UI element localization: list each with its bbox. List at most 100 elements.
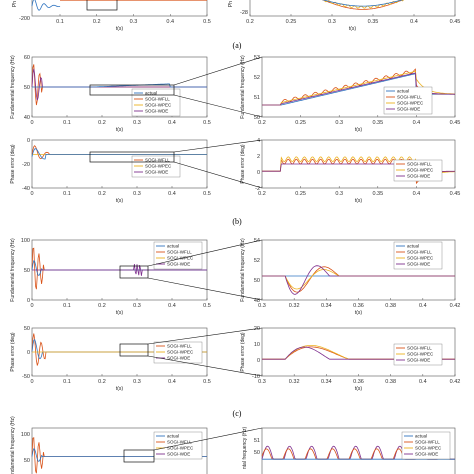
- a-right-series-actual: [322, 0, 404, 7]
- d-left-legend: [153, 431, 203, 460]
- c-freq-left-xtick-label: 0.2: [98, 303, 106, 309]
- d-right-legend-label: SOGI-WDE: [415, 452, 438, 457]
- a-right-frame: [249, 0, 456, 17]
- b-phase-left-xtick-label: 0.1: [63, 191, 71, 197]
- c-freq-right-series-wde: [262, 265, 455, 295]
- b-freq-right-series-wpec: [262, 70, 455, 106]
- b-phase-right-legend-label: SOGI-WDE: [407, 174, 430, 179]
- c-freq-left-xtick-label: 0.1: [63, 303, 71, 309]
- b-phase-left-legend: [131, 155, 181, 178]
- b-phase-left-series-actual: [31, 148, 207, 160]
- a-right-series-wfll: [321, 0, 404, 10]
- a-left-zoom-box: [86, 0, 118, 11]
- a-left-xtick-label: 0.4: [166, 19, 174, 25]
- b-freq-right-ytick-label: 53: [254, 55, 260, 61]
- caption-b: (b): [232, 217, 242, 226]
- c-phase-zoom-connector: [147, 355, 263, 377]
- b-freq-right-xtick-label: 0.3: [335, 120, 343, 126]
- b-freq-left-legend-label: actual: [145, 91, 157, 96]
- a-left-xtick-label: 0.5: [203, 19, 211, 25]
- d-right-legend-label: SOGI-WPEC: [415, 446, 442, 451]
- c-freq-left-ytick-label: 50: [24, 268, 30, 274]
- a-right-ylabel: Ph: [228, 1, 234, 7]
- d-left-ytick-label: 50: [24, 458, 30, 464]
- c-phase-right-ytick-label: 0: [257, 358, 260, 364]
- c-phase-right-xtick-label: 0.3: [258, 379, 266, 385]
- c-freq-right-xtick-label: 0.42: [450, 303, 461, 309]
- c-freq-left-xtick-label: 0.4: [168, 303, 176, 309]
- c-freq-left-xtick-label: 0: [30, 303, 33, 309]
- b-freq-left-legend-label: SOGI-WDE: [145, 109, 168, 114]
- c-freq-left-xtick-label: 0.5: [203, 303, 211, 309]
- c-freq-left-series-wde: [32, 263, 207, 276]
- b-freq-right-xtick-label: 0.4: [413, 120, 421, 126]
- b-freq-right-legend-label: actual: [397, 89, 409, 94]
- a-left-ylabel: Ph: [12, 1, 18, 7]
- a-right-xlabel: t(s): [349, 26, 357, 32]
- b-freq-left-xtick-label: 0.1: [63, 120, 71, 126]
- a-left-xtick-label: 0.2: [93, 19, 101, 25]
- b-phase-left-xtick-label: 0.2: [98, 191, 106, 197]
- d-right-legend: [401, 431, 451, 460]
- b-phase-left-xtick-label: 0.5: [203, 191, 211, 197]
- c-freq-right-legend-label: actual: [407, 244, 419, 249]
- d-left-legend-label: SOGI-WPEC: [167, 446, 194, 451]
- b-phase-right-xtick-label: 0.45: [450, 191, 461, 197]
- b-phase-left-zoom-box: [89, 151, 175, 163]
- c-phase-left-ytick-label: 0: [27, 350, 30, 356]
- a-right-series-wpec: [323, 0, 404, 9]
- caption-a: (a): [233, 41, 242, 50]
- d-right-ytick-label: 51: [254, 438, 260, 444]
- a-right-xtick-label: 0.4: [410, 19, 418, 25]
- a-right-xtick-label: 0.3: [328, 19, 336, 25]
- d-left-legend-label: SOGI-WFLL: [167, 440, 192, 445]
- b-phase-left-ylabel: Phase error (deg): [10, 144, 16, 184]
- b-phase-left-ytick-label: 0: [27, 138, 30, 144]
- d-zoom-connector: [153, 427, 263, 451]
- b-freq-left-ylabel: Fundamental frequency (Hz): [10, 55, 16, 119]
- a-right-ytick-label: -28: [240, 10, 248, 16]
- b-freq-left-ytick-label: 50: [24, 85, 30, 91]
- b-freq-left-xlabel: t(s): [116, 127, 124, 133]
- b-freq-left-legend-label: SOGI-WPEC: [145, 103, 172, 108]
- b-freq-left-xtick-label: 0.5: [203, 120, 211, 126]
- b-freq-right-ytick-label: 50: [254, 115, 260, 121]
- c-phase-right-xtick-label: 0.34: [321, 379, 332, 385]
- c-phase-right-xtick-label: 0.42: [450, 379, 461, 385]
- b-phase-right-legend-label: SOGI-WFLL: [407, 162, 432, 167]
- a-left-xtick-label: 0.3: [130, 19, 138, 25]
- c-phase-left-legend: [153, 341, 203, 364]
- b-freq-right-legend-label: SOGI-WDE: [397, 107, 420, 112]
- c-freq-left-xlabel: t(s): [116, 310, 124, 316]
- c-freq-right-xtick-label: 0.3: [258, 303, 266, 309]
- b-freq-left-ytick-label: 60: [24, 55, 30, 61]
- a-left-series-actual: [31, 0, 61, 11]
- b-phase-left-xtick-label: 0.4: [168, 191, 176, 197]
- c-phase-right-ytick-label: 10: [254, 342, 260, 348]
- a-left-xlabel: t(s): [116, 26, 124, 32]
- a-right-xtick-label: 0.2: [246, 19, 254, 25]
- b-phase-left-legend-label: SOGI-WPEC: [145, 164, 172, 169]
- b-phase-zoom-connector: [173, 139, 263, 153]
- c-freq-left-legend-label: SOGI-WPEC: [167, 256, 194, 261]
- c-freq-left-legend-label: SOGI-WDE: [167, 262, 190, 267]
- d-left-ytick-label: 100: [21, 432, 30, 438]
- d-left-zoom-box: [123, 449, 155, 463]
- c-freq-right-xlabel: t(s): [355, 310, 363, 316]
- c-freq-right-xtick-label: 0.32: [289, 303, 300, 309]
- b-freq-right-legend: [383, 86, 433, 115]
- c-freq-right-xtick-label: 0.4: [419, 303, 427, 309]
- c-freq-right-ytick-label: 48: [254, 298, 260, 304]
- c-freq-right-xtick-label: 0.36: [353, 303, 364, 309]
- c-freq-right-legend-label: SOGI-WDE: [407, 262, 430, 267]
- b-freq-right-xtick-label: 0.35: [372, 120, 383, 126]
- d-right-legend-label: SOGI-WFLL: [415, 440, 440, 445]
- c-phase-left-legend-label: SOGI-WPEC: [167, 350, 194, 355]
- c-phase-right-xtick-label: 0.36: [353, 379, 364, 385]
- b-freq-right-legend-label: SOGI-WPEC: [397, 101, 424, 106]
- c-freq-right-legend-label: SOGI-WPEC: [407, 256, 434, 261]
- b-phase-left-legend-label: SOGI-WDE: [145, 170, 168, 175]
- b-phase-right-legend-label: SOGI-WPEC: [407, 168, 434, 173]
- c-phase-right-legend-label: SOGI-WFLL: [407, 346, 432, 351]
- c-phase-right-ytick-label: -10: [252, 374, 260, 380]
